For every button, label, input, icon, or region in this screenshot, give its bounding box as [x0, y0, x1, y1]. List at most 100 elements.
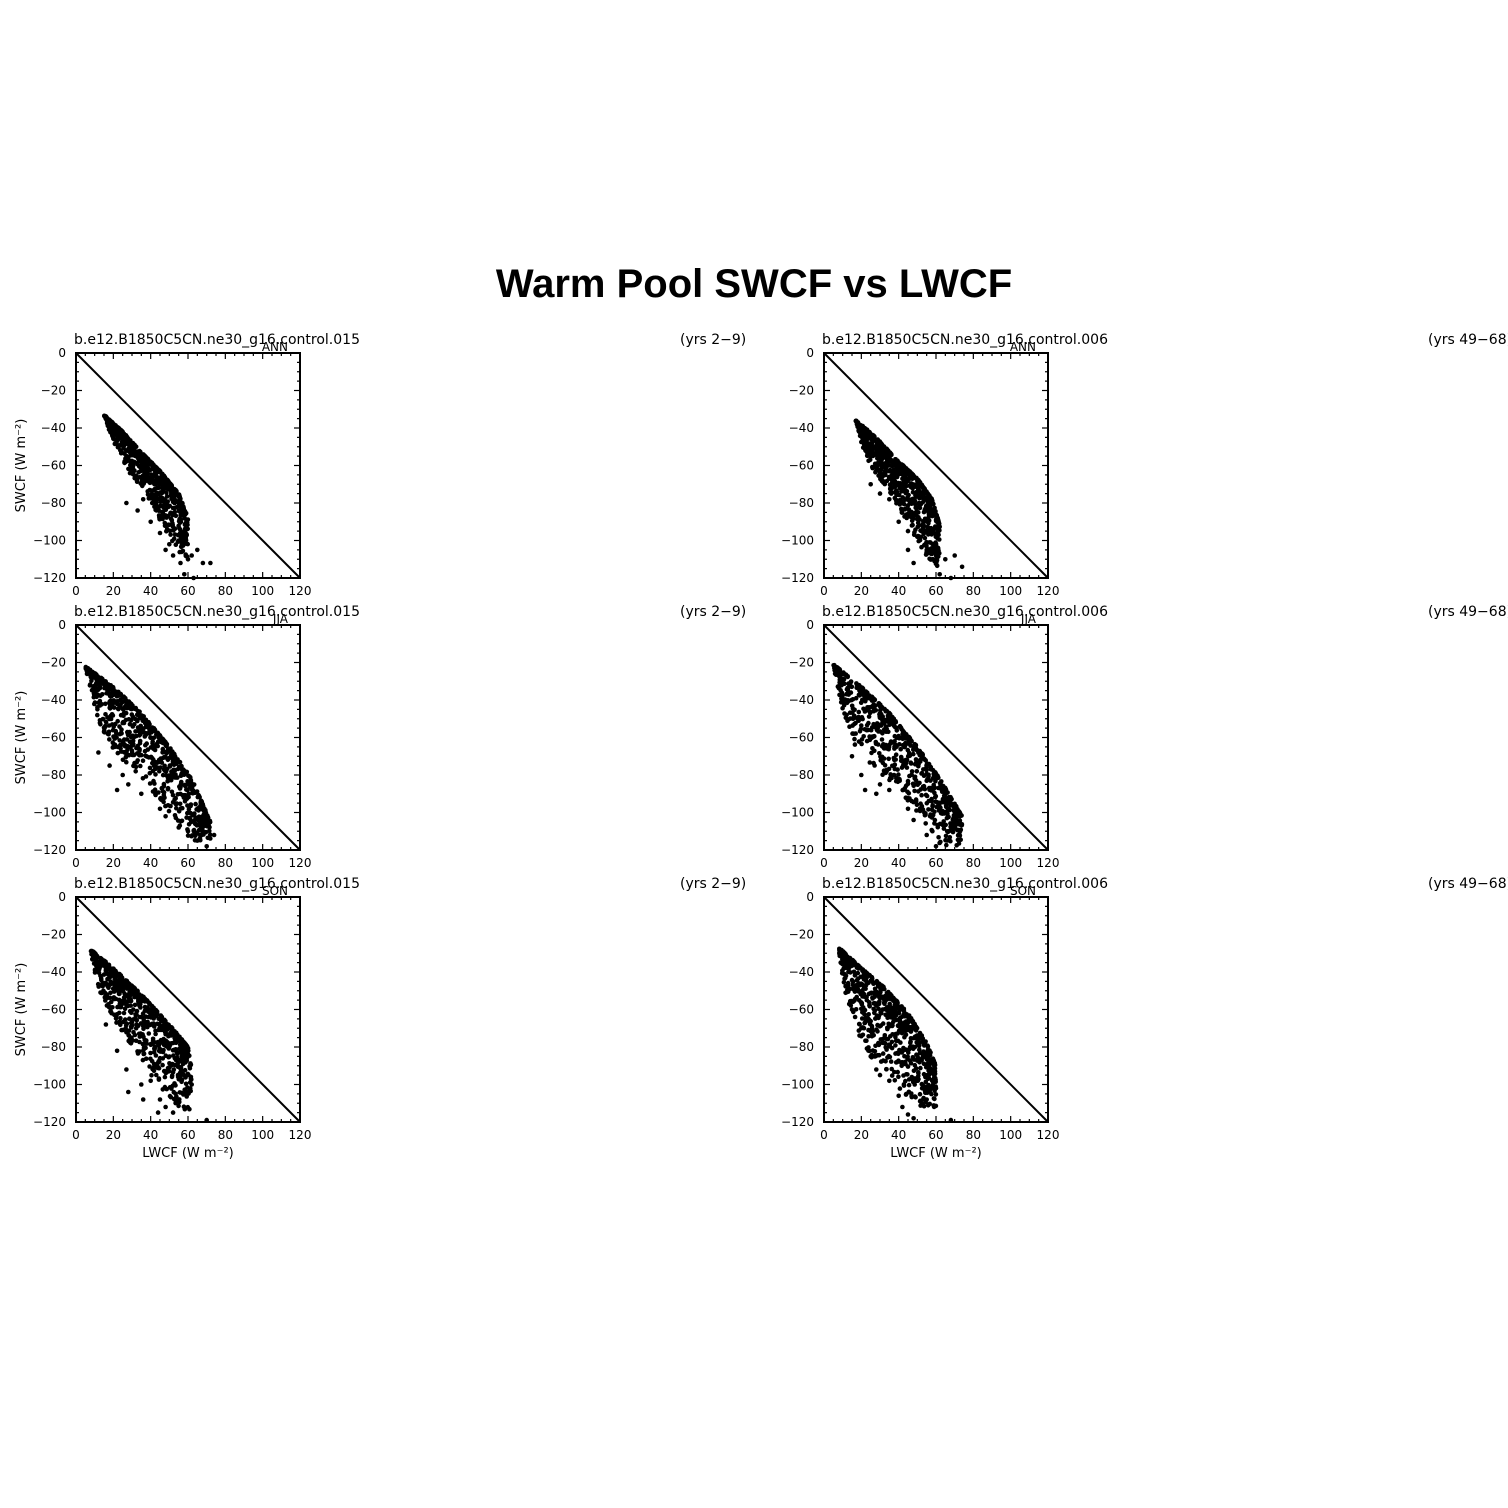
- x-tick-label: 120: [289, 584, 312, 598]
- scatter-point: [174, 801, 180, 806]
- scatter-point: [923, 811, 928, 816]
- scatter-point: [117, 1010, 122, 1016]
- scatter-point: [856, 709, 862, 715]
- scatter-point: [128, 1003, 133, 1008]
- scatter-point: [869, 1033, 875, 1039]
- scatter-point: [866, 1000, 872, 1005]
- scatter-point: [956, 832, 961, 838]
- scatter-point: [178, 517, 183, 523]
- scatter-point: [189, 553, 194, 558]
- scatter-point: [928, 550, 933, 555]
- scatter-point: [924, 778, 929, 783]
- scatter-point: [926, 761, 931, 767]
- scatter-point: [924, 800, 930, 806]
- scatter-point: [866, 442, 872, 448]
- y-tick-label: −40: [41, 421, 66, 435]
- scatter-point: [101, 679, 107, 684]
- scatter-point: [892, 495, 898, 501]
- scatter-point: [139, 479, 145, 485]
- scatter-point: [874, 791, 879, 797]
- scatter-point: [918, 501, 924, 507]
- scatter-point: [937, 524, 942, 530]
- scatter-point: [114, 1020, 119, 1025]
- scatter-point: [140, 1057, 146, 1063]
- scatter-point: [881, 480, 886, 485]
- scatter-point: [132, 453, 138, 459]
- scatter-point: [926, 532, 931, 537]
- y-tick-label: −40: [789, 693, 814, 707]
- scatter-point: [897, 1086, 903, 1091]
- scatter-point: [848, 679, 854, 684]
- scatter-point: [112, 736, 117, 741]
- scatter-point: [174, 499, 180, 505]
- scatter-point: [888, 457, 894, 463]
- y-tick-label: −120: [781, 571, 814, 585]
- scatter-point: [903, 488, 908, 493]
- scatter-point: [921, 1049, 926, 1054]
- scatter-point: [901, 1083, 907, 1088]
- scatter-point: [845, 989, 850, 994]
- scatter-point: [923, 506, 928, 511]
- x-tick-label: 100: [251, 584, 274, 598]
- scatter-point: [923, 758, 928, 763]
- scatter-point: [198, 798, 204, 803]
- scatter-point: [188, 802, 194, 807]
- scatter-point: [141, 1045, 147, 1050]
- scatter-point: [927, 1101, 932, 1107]
- scatter-point: [854, 420, 859, 425]
- scatter-point: [183, 1043, 189, 1049]
- scatter-point: [156, 734, 161, 740]
- scatter-point: [188, 1061, 193, 1066]
- scatter-point: [171, 774, 177, 779]
- scatter-point: [196, 808, 201, 813]
- y-tick-label: −120: [33, 843, 66, 857]
- scatter-point: [139, 713, 145, 718]
- scatter-point: [154, 508, 159, 513]
- scatter-point: [173, 795, 178, 801]
- scatter-point: [122, 742, 128, 747]
- scatter-point: [887, 497, 892, 502]
- scatter-point: [932, 505, 937, 511]
- scatter-point: [133, 1038, 139, 1043]
- scatter-point: [850, 710, 855, 716]
- scatter-point: [886, 710, 892, 716]
- scatter-point: [919, 1101, 925, 1106]
- scatter-point: [125, 458, 131, 464]
- scatter-point: [892, 1078, 898, 1083]
- scatter-point: [150, 1038, 156, 1043]
- scatter-point: [96, 970, 102, 975]
- scatter-point: [911, 1116, 916, 1121]
- scatter-point: [133, 729, 138, 734]
- scatter-point: [185, 517, 191, 522]
- x-tick-label: 60: [180, 584, 195, 598]
- scatter-point: [908, 497, 913, 503]
- scatter-point: [103, 968, 109, 973]
- scatter-point: [165, 779, 170, 784]
- scatter-point: [857, 1021, 862, 1027]
- scatter-point: [870, 746, 875, 751]
- scatter-point: [911, 1057, 917, 1062]
- scatter-point: [870, 437, 875, 442]
- scatter-point: [904, 757, 910, 763]
- reference-line: [75, 624, 301, 851]
- scatter-point: [103, 723, 108, 729]
- scatter-point: [849, 998, 854, 1004]
- scatter-point: [135, 1051, 141, 1056]
- scatter-point: [169, 754, 175, 760]
- scatter-point: [187, 816, 193, 822]
- season-label: ANN: [262, 340, 288, 354]
- scatter-point: [869, 704, 875, 709]
- scatter-point: [103, 719, 109, 725]
- scatter-point: [170, 512, 175, 518]
- scatter-point: [889, 775, 894, 781]
- scatter-point: [136, 456, 141, 462]
- scatter-point: [160, 746, 166, 752]
- scatter-point: [931, 1061, 937, 1067]
- scatter-point: [117, 433, 123, 439]
- scatter-point: [176, 1057, 182, 1063]
- scatter-point: [933, 793, 939, 799]
- scatter-point: [183, 538, 189, 543]
- x-tick-label: 60: [928, 856, 943, 870]
- scatter-point: [97, 961, 103, 967]
- scatter-point: [875, 983, 881, 989]
